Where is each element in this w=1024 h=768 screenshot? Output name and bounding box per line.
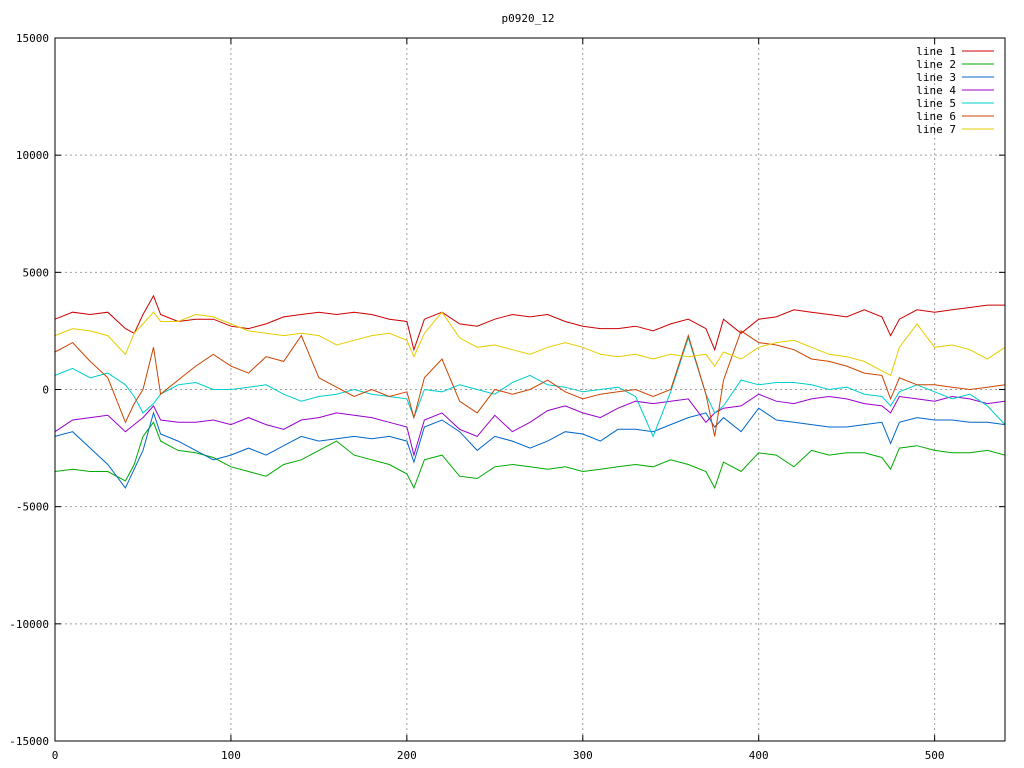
y-tick-label: -5000 <box>16 501 49 514</box>
series-line-2 <box>54 421 1006 490</box>
x-axis: 0 100 200 300 400 500 <box>52 38 945 762</box>
legend-label: line 5 <box>916 97 956 110</box>
y-tick-label: 10000 <box>16 149 49 162</box>
series-line-5 <box>54 336 1006 438</box>
series-group <box>54 294 1006 490</box>
x-tick-label: 400 <box>749 749 769 762</box>
x-tick-label: 100 <box>221 749 241 762</box>
grid <box>55 38 1005 741</box>
x-tick-label: 300 <box>573 749 593 762</box>
legend-label: line 2 <box>916 58 956 71</box>
x-tick-label: 500 <box>925 749 945 762</box>
x-tick-label: 200 <box>397 749 417 762</box>
legend-label: line 7 <box>916 123 956 136</box>
legend-label: line 4 <box>916 84 956 97</box>
x-tick-label: 0 <box>52 749 59 762</box>
series-line-1 <box>54 294 1005 352</box>
legend-label: line 3 <box>916 71 956 84</box>
y-tick-label: -10000 <box>9 618 49 631</box>
y-tick-label: 15000 <box>16 32 49 45</box>
chart-title: p0920_12 <box>502 12 555 25</box>
y-tick-label: 0 <box>42 384 49 397</box>
y-tick-label: 5000 <box>23 266 50 279</box>
y-tick-label: -15000 <box>9 735 49 748</box>
y-axis: -15000 -10000 -5000 0 5000 10000 15000 <box>9 32 1005 748</box>
plot-frame <box>54 37 1006 742</box>
series-line-6 <box>54 330 1006 437</box>
series-line-3 <box>54 407 1006 489</box>
legend-label: line 6 <box>916 110 956 123</box>
series-line-7 <box>54 311 1006 377</box>
legend-label: line 1 <box>916 45 956 58</box>
series-line-4 <box>54 393 1006 457</box>
